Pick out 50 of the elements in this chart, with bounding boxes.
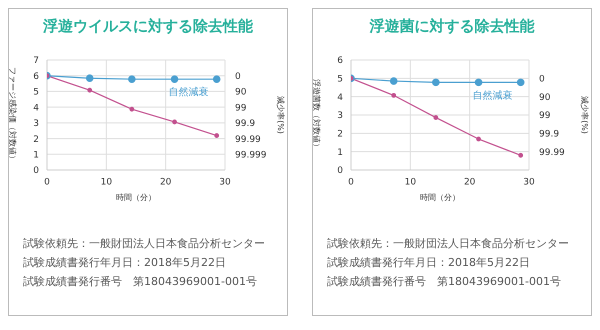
x-tick-label: 0 xyxy=(44,177,50,188)
y-tick-label: 4 xyxy=(337,92,344,103)
y-tick-label: 6 xyxy=(33,72,40,82)
x-axis-title: 時間（分） xyxy=(420,193,460,202)
y-tick-label: 0 xyxy=(33,166,40,176)
text: 99.999 xyxy=(235,150,267,160)
y-tick-label: 1 xyxy=(337,148,343,158)
y2-axis-title: 減少率(%) xyxy=(580,96,590,134)
series-label: 自然減衰 xyxy=(472,89,513,102)
y-tick-label: 5 xyxy=(337,74,343,85)
y-tick-label: 3 xyxy=(33,119,39,130)
y2-axis-title: 減少率(%) xyxy=(276,96,286,134)
text: 0 xyxy=(235,72,241,82)
x-tick-label: 10 xyxy=(100,177,112,188)
y-axis-title: 浮遊菌数（対数値） xyxy=(312,79,322,151)
y-tick-label: 2 xyxy=(337,130,343,140)
x-tick-label: 0 xyxy=(348,177,354,188)
x-tick-label: 20 xyxy=(464,177,476,188)
x-tick-label: 20 xyxy=(160,177,172,188)
text: 試験成績書発行番号 第18043969001-001号 xyxy=(23,274,258,290)
chart-title: 浮遊ウイルスに対する除去性能 xyxy=(42,17,254,36)
x-tick-label: 10 xyxy=(404,177,416,188)
text: 99.99 xyxy=(235,134,262,145)
chart-title: 浮遊菌に対する除去性能 xyxy=(368,17,536,36)
y-tick-label: 2 xyxy=(33,134,39,145)
text: 試験成績書発行年月日：2018年5月22日 xyxy=(327,255,531,271)
series-label: 自然減衰 xyxy=(168,86,209,98)
text: 99 xyxy=(539,111,551,122)
y-tick-label: 1 xyxy=(33,150,39,160)
y-tick-label: 7 xyxy=(33,56,39,66)
x-tick-label: 30 xyxy=(523,177,535,188)
y-tick-label: 3 xyxy=(337,111,343,122)
text: 90 xyxy=(235,88,247,98)
x-tick-label: 30 xyxy=(219,177,231,188)
text: 試験依頼先：一般財団法人日本食品分析センター xyxy=(327,236,570,252)
y-axis-title: ファージ感染価（対数値） xyxy=(8,67,18,163)
text: 99.9 xyxy=(235,119,256,130)
x-axis-title: 時間（分） xyxy=(116,193,156,202)
y-tick-label: 6 xyxy=(337,56,344,66)
y-tick-label: 4 xyxy=(33,103,40,114)
text: 試験成績書発行年月日：2018年5月22日 xyxy=(23,255,227,271)
text: 90 xyxy=(539,92,551,103)
text: 99.99 xyxy=(539,148,566,158)
text: 99.9 xyxy=(539,130,560,140)
y-tick-label: 5 xyxy=(33,88,39,98)
text: 99 xyxy=(235,103,247,114)
y-tick-label: 0 xyxy=(337,166,344,176)
text: 0 xyxy=(539,74,545,85)
text: 試験依頼先：一般財団法人日本食品分析センター xyxy=(23,236,266,252)
text: 試験成績書発行番号 第18043969001-001号 xyxy=(327,274,562,290)
